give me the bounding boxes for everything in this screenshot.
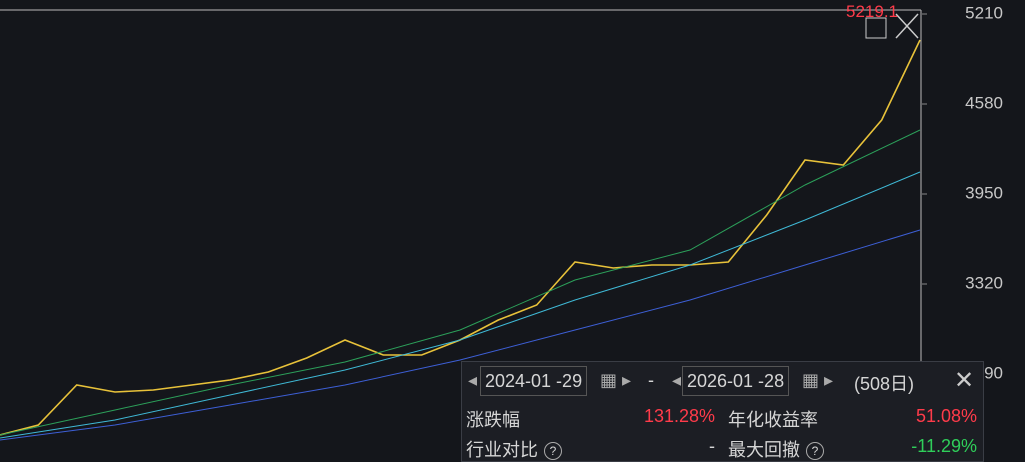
separator: -	[648, 370, 654, 390]
high-label: 5219.1	[846, 2, 898, 21]
y-tick-label: 3320	[965, 273, 1003, 292]
stat-label: 最大回撤	[728, 440, 800, 460]
end-date[interactable]: 2026-01 -28	[682, 366, 790, 396]
help-icon[interactable]: ?	[544, 442, 562, 461]
next-arrow[interactable]: ▸	[622, 370, 632, 390]
help-icon[interactable]: ?	[806, 442, 824, 461]
stat-label: 涨跌幅	[466, 410, 520, 430]
stat-label: 年化收益率	[728, 410, 818, 430]
stat-label-wrap: 行业对比?	[466, 436, 562, 462]
stat-value: -	[709, 436, 715, 456]
calendar-icon[interactable]: ▦	[600, 370, 618, 390]
maximize-icon[interactable]	[865, 17, 887, 39]
y-tick-label: 3950	[965, 183, 1003, 202]
y-tick-label: 5210	[965, 3, 1003, 22]
price-line	[0, 229, 921, 441]
price-line	[0, 171, 921, 439]
prev-arrow[interactable]: ◂	[468, 370, 478, 390]
stat-label-wrap: 最大回撤?	[728, 436, 824, 462]
close-button[interactable]: ✕	[954, 367, 975, 394]
days: (508日)	[854, 374, 915, 394]
start-date[interactable]: 2024-01 -29	[480, 366, 588, 396]
stat-value: 131.28%	[643, 406, 715, 426]
y-tick-label: 4580	[965, 93, 1003, 112]
stat-value: -11.29%	[911, 436, 977, 456]
calendar-icon[interactable]: ▦	[802, 370, 820, 390]
price-line	[0, 129, 921, 436]
prev-arrow[interactable]: ◂	[672, 370, 682, 390]
close-icon[interactable]	[895, 13, 919, 39]
range-popup: ◂ 2024-01 -29 ▦ ▸ - ◂ 2026-01 -28 ▦ ▸ (5…	[461, 361, 984, 462]
stat-label: 行业对比	[466, 440, 538, 460]
stat-value: 51.08%	[915, 406, 977, 426]
next-arrow[interactable]: ▸	[824, 370, 834, 390]
